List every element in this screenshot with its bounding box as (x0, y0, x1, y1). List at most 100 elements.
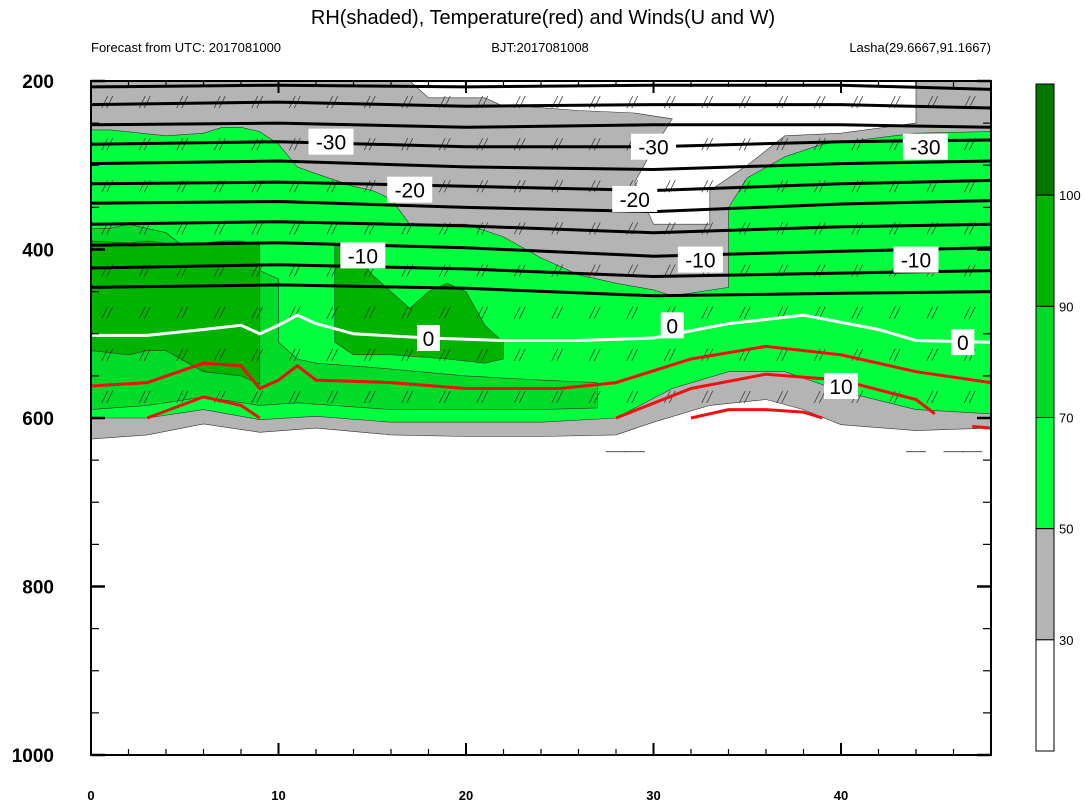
black-isotherm-2 (91, 121, 991, 129)
black-isotherm-4 (91, 159, 991, 172)
wind-barb (401, 306, 414, 319)
wind-barb (551, 264, 564, 277)
contour-label: 0 (660, 312, 684, 339)
contour-label: 0 (951, 329, 975, 356)
contour-label-box (631, 133, 676, 160)
wind-barb (213, 222, 226, 235)
wind-barb (551, 348, 564, 361)
contour-label-text: -20 (620, 189, 650, 212)
contour-label-box (308, 128, 354, 155)
wind-barb (926, 390, 939, 404)
contour-label: -20 (387, 176, 433, 203)
wind-barb (588, 390, 601, 404)
contour-label-box (902, 133, 948, 160)
contour-label-text: -30 (910, 137, 940, 160)
wind-barb (138, 348, 151, 361)
red-isotherm-2 (615, 372, 936, 420)
contour-label: 10 (824, 372, 858, 399)
subtitle-right: Lasha(29.6667,91.1667) (849, 40, 991, 55)
wind-barb (363, 180, 376, 193)
colorbar-label: 100 (1059, 188, 1081, 203)
black-isotherm-0 (91, 83, 991, 91)
wind-barb (476, 306, 489, 319)
wind-barb (776, 348, 789, 361)
black-isotherm-8 (91, 241, 991, 258)
wind-barb (251, 138, 264, 151)
contour-label: -10 (677, 246, 723, 273)
wind-barb (626, 390, 639, 404)
wind-barb (438, 306, 451, 319)
wind-barb (363, 95, 376, 109)
wind-barb (813, 95, 826, 109)
wind-barb (101, 348, 114, 361)
colorbar-label: 50 (1059, 522, 1073, 537)
contour-label-text: -10 (901, 250, 931, 273)
wind-barb (851, 264, 864, 277)
x-tick-label: 0 (87, 788, 94, 803)
black-isotherm-3 (91, 138, 991, 149)
colorbar-label: 90 (1059, 299, 1073, 314)
contour-label-box (387, 176, 433, 203)
black-isotherm-5 (91, 178, 991, 193)
wind-barb (888, 306, 901, 319)
y-tick-label: 1000 (12, 746, 54, 767)
wind-barb (326, 306, 339, 319)
contour-label-box (612, 185, 658, 212)
colorbar-swatch (1035, 305, 1055, 419)
wind-barb (776, 95, 789, 109)
contour-label: -10 (893, 246, 939, 273)
wind-barb (326, 390, 339, 404)
black-isotherm-10 (91, 283, 991, 298)
red-isotherm-3 (690, 408, 823, 420)
wind-barb (813, 138, 826, 151)
wind-barb (551, 306, 564, 319)
contour-label: 0 (417, 324, 440, 351)
wind-barb (738, 95, 751, 109)
wind-barb (663, 95, 676, 109)
contour-label-text: 10 (829, 376, 852, 399)
wind-barb (963, 390, 976, 404)
wind-barb (588, 222, 601, 235)
y-tick-label: 200 (22, 72, 54, 93)
wind-barb (476, 390, 489, 404)
wind-barb (401, 348, 414, 361)
wind-barb (551, 390, 564, 404)
colorbar-label: 30 (1059, 633, 1073, 648)
contour-label: -30 (631, 133, 676, 160)
wind-barb (663, 264, 676, 277)
contour-label: -10 (340, 242, 386, 269)
red-isotherm-4 (972, 424, 991, 430)
wind-barb (588, 306, 601, 319)
black-isotherm-7 (91, 220, 991, 235)
wind-barb (926, 348, 939, 361)
colorbar-swatch (1035, 528, 1055, 641)
red-isotherm-1 (146, 395, 261, 420)
wind-barb (701, 95, 714, 109)
wind-barb (701, 306, 714, 319)
subtitle-left: Forecast from UTC: 2017081000 (91, 40, 281, 55)
chart-title: RH(shaded), Temperature(red) and Winds(U… (311, 7, 775, 29)
contour-label: -30 (308, 128, 354, 155)
wind-barb (588, 348, 601, 361)
contour-label-text: 0 (666, 315, 678, 338)
y-tick-label: 600 (22, 409, 54, 430)
wind-barb (476, 348, 489, 361)
wind-barb (626, 348, 639, 361)
wind-barb (813, 180, 826, 193)
isotherms (91, 83, 991, 430)
colorbar: 30 50 70 90 100 (1035, 83, 1081, 752)
contour-label: -30 (902, 133, 948, 160)
wind-barb (251, 348, 264, 361)
contour-label-box (677, 246, 723, 273)
wind-barb (513, 306, 526, 319)
wind-barb (138, 390, 151, 404)
contour-label-text: -30 (638, 137, 668, 160)
wind-barb (513, 390, 526, 404)
contour-label-box (824, 372, 858, 399)
wind-barb (213, 306, 226, 319)
contour-label-box (340, 242, 386, 269)
black-isotherm-9 (91, 263, 991, 279)
wind-barb (363, 390, 376, 404)
wind-barb (813, 348, 826, 361)
wind-barb (776, 390, 789, 404)
